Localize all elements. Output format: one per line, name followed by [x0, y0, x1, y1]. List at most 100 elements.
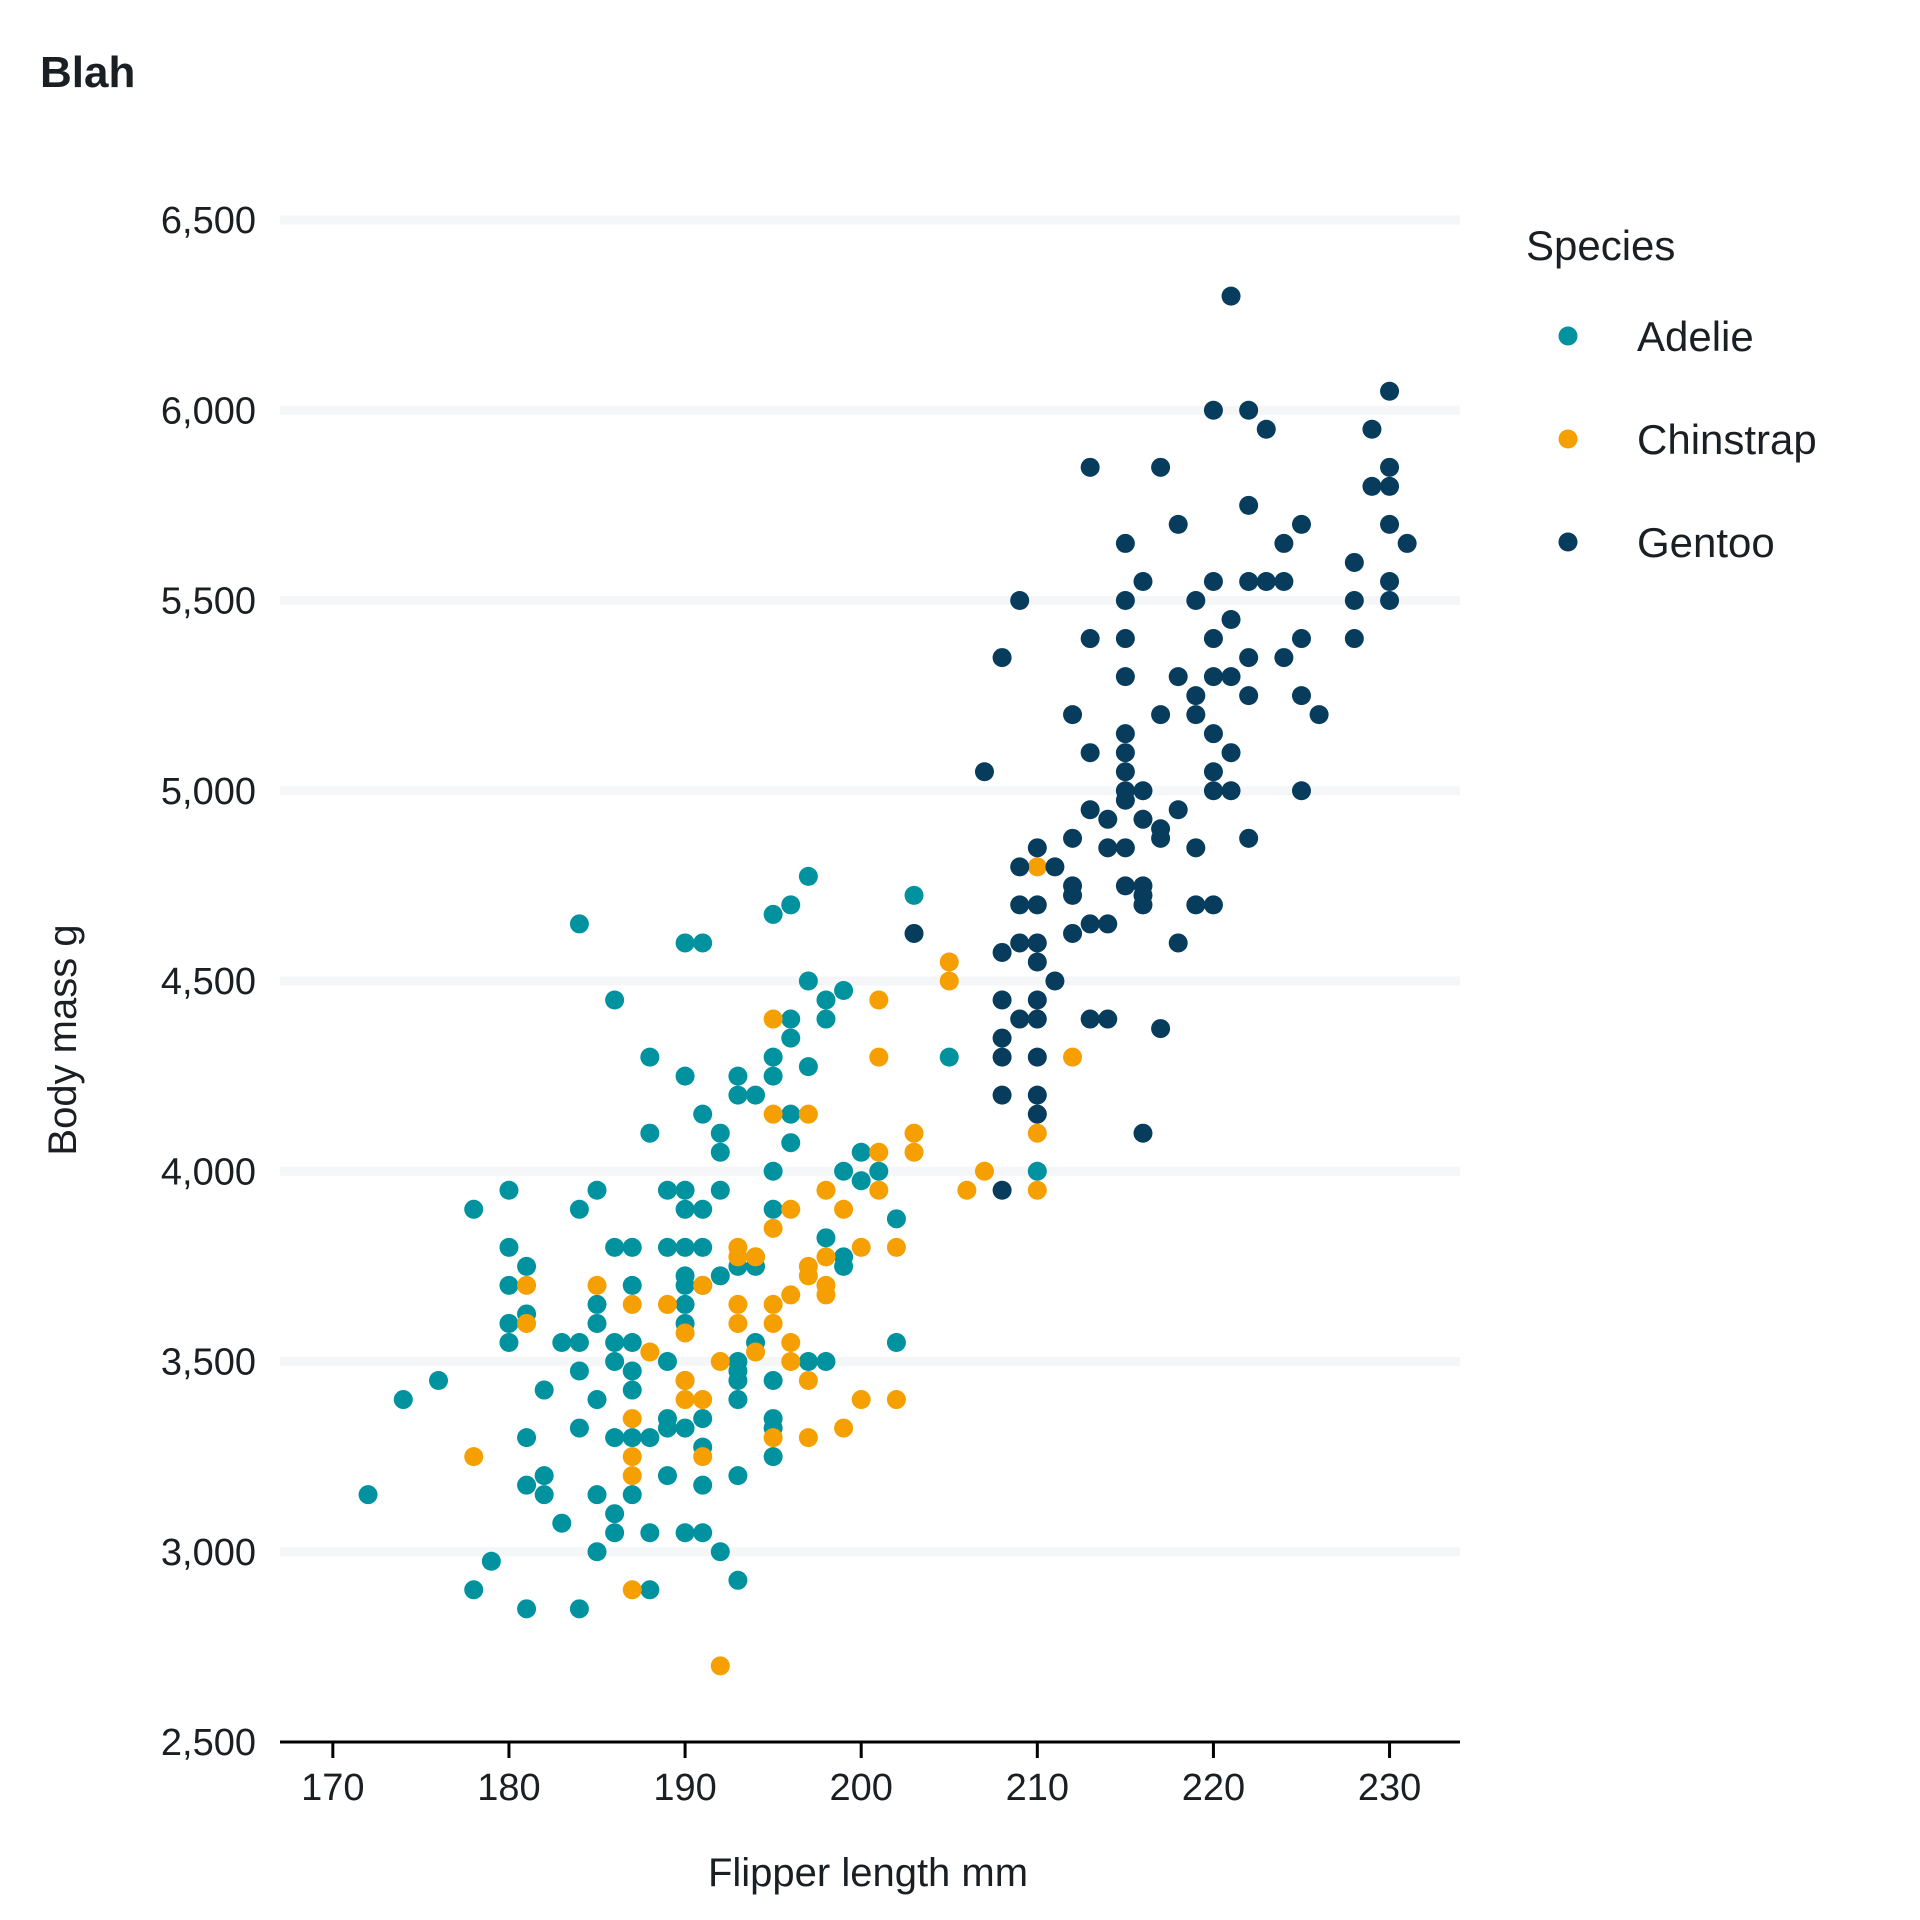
data-point: [710, 1142, 730, 1162]
data-point: [1380, 514, 1400, 534]
data-point: [1380, 571, 1400, 591]
data-point: [569, 1199, 589, 1219]
x-tick-label: 200: [829, 1767, 892, 1809]
data-point: [1063, 705, 1083, 725]
data-point: [1115, 790, 1135, 810]
x-tick-label: 180: [477, 1767, 540, 1809]
data-point: [728, 1247, 748, 1267]
data-point: [622, 1380, 642, 1400]
data-point: [1027, 1085, 1047, 1105]
data-point: [657, 1180, 677, 1200]
data-point: [763, 1047, 783, 1067]
data-point: [1380, 381, 1400, 401]
data-point: [710, 1266, 730, 1286]
data-point: [710, 1542, 730, 1562]
data-point: [693, 1409, 713, 1429]
legend: Species Adelie Chinstrap Gentoo: [1526, 222, 1817, 566]
data-point: [1080, 914, 1100, 934]
data-point: [1186, 591, 1206, 610]
data-point: [693, 1523, 713, 1543]
data-point: [1221, 286, 1241, 306]
data-point: [816, 1285, 836, 1305]
data-point: [640, 1047, 660, 1067]
data-point: [1239, 400, 1259, 420]
data-point: [992, 1047, 1012, 1067]
data-point: [886, 1209, 906, 1229]
data-point: [1115, 724, 1135, 744]
data-point: [1027, 1180, 1047, 1200]
data-point: [1380, 591, 1400, 610]
data-point: [939, 971, 959, 991]
x-tick-label: 210: [1006, 1767, 1069, 1809]
data-point: [1133, 895, 1153, 915]
data-point: [763, 1428, 783, 1448]
data-point: [693, 1475, 713, 1495]
data-point: [693, 933, 713, 953]
data-point: [693, 1390, 713, 1410]
data-point: [1168, 933, 1188, 953]
data-point: [640, 1428, 660, 1448]
data-point: [728, 1066, 748, 1086]
data-point: [1151, 705, 1171, 725]
data-point: [429, 1371, 449, 1391]
data-point: [1080, 1009, 1100, 1029]
data-point: [675, 1294, 695, 1314]
data-point: [358, 1485, 378, 1505]
data-point: [517, 1313, 537, 1333]
data-point: [1027, 857, 1047, 877]
data-point: [798, 971, 818, 991]
legend-marker: [1558, 532, 1578, 552]
data-point: [675, 1523, 695, 1543]
data-point: [1010, 857, 1030, 877]
data-point: [517, 1599, 537, 1619]
data-point: [1151, 1019, 1171, 1039]
y-tick-label: 5,000: [161, 771, 256, 813]
data-point: [781, 1133, 801, 1153]
data-point: [1221, 610, 1241, 630]
data-point: [798, 866, 818, 886]
data-point: [1063, 1047, 1083, 1067]
data-point: [534, 1380, 554, 1400]
data-point: [992, 1028, 1012, 1048]
data-point: [728, 1294, 748, 1314]
data-point: [1045, 971, 1065, 991]
x-tick-label: 220: [1182, 1767, 1245, 1809]
y-tick-label: 4,500: [161, 961, 256, 1003]
data-point: [657, 1294, 677, 1314]
data-point: [1221, 667, 1241, 687]
data-point: [834, 1418, 854, 1438]
data-point: [851, 1390, 871, 1410]
data-point: [1309, 705, 1329, 725]
data-point: [587, 1485, 607, 1505]
x-tick-label: 170: [301, 1767, 364, 1809]
data-point: [974, 1161, 994, 1181]
data-point: [1203, 895, 1223, 915]
series-chinstrap: [464, 857, 1083, 1676]
data-point: [1344, 629, 1364, 649]
data-point: [605, 1352, 625, 1371]
data-point: [1098, 914, 1118, 934]
data-point: [517, 1475, 537, 1495]
data-point: [569, 1332, 589, 1352]
data-point: [904, 885, 924, 905]
data-point: [1221, 781, 1241, 801]
data-point: [464, 1447, 484, 1467]
data-point: [1362, 419, 1382, 439]
data-point: [816, 990, 836, 1010]
data-point: [1080, 457, 1100, 477]
data-point: [798, 1104, 818, 1124]
data-point: [763, 1199, 783, 1219]
data-point: [587, 1275, 607, 1295]
data-point: [1203, 571, 1223, 591]
data-point: [746, 1342, 766, 1362]
data-point: [710, 1352, 730, 1371]
data-point: [1098, 1009, 1118, 1029]
data-point: [816, 1228, 836, 1248]
data-point: [622, 1332, 642, 1352]
data-point: [464, 1580, 484, 1600]
data-point: [587, 1180, 607, 1200]
data-point: [1221, 743, 1241, 763]
data-point: [675, 1371, 695, 1391]
data-point: [763, 1066, 783, 1086]
